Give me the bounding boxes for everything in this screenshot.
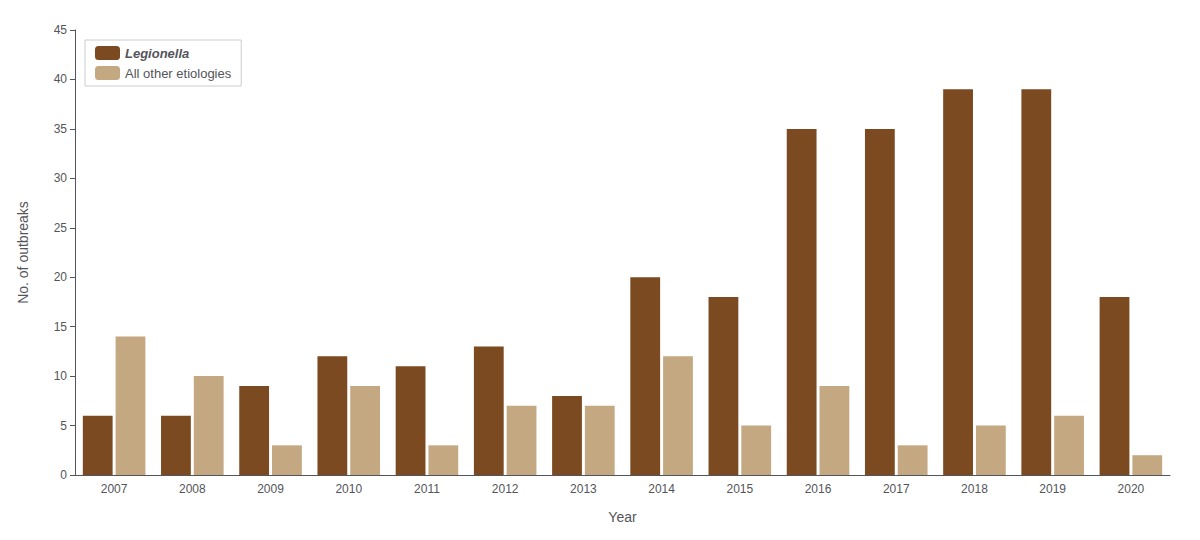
svg-text:2020: 2020 [1118, 482, 1145, 496]
svg-text:5: 5 [60, 419, 67, 433]
svg-text:All other etiologies: All other etiologies [125, 66, 232, 81]
svg-text:2010: 2010 [335, 482, 362, 496]
svg-text:2016: 2016 [805, 482, 832, 496]
svg-text:2011: 2011 [414, 482, 440, 496]
svg-text:2007: 2007 [101, 482, 128, 496]
svg-text:2013: 2013 [570, 482, 597, 496]
svg-text:No. of outbreaks: No. of outbreaks [15, 201, 31, 304]
svg-text:20: 20 [54, 270, 68, 284]
svg-text:35: 35 [54, 122, 68, 136]
svg-text:10: 10 [54, 369, 68, 383]
svg-text:40: 40 [54, 72, 68, 86]
svg-text:2012: 2012 [492, 482, 519, 496]
svg-text:25: 25 [54, 221, 68, 235]
svg-text:2008: 2008 [179, 482, 206, 496]
svg-text:45: 45 [54, 23, 68, 37]
svg-text:2015: 2015 [726, 482, 753, 496]
svg-text:0: 0 [60, 468, 67, 482]
svg-text:2014: 2014 [648, 482, 675, 496]
svg-text:Legionella: Legionella [125, 46, 189, 61]
svg-text:15: 15 [54, 320, 68, 334]
svg-text:Year: Year [608, 509, 637, 525]
svg-text:2017: 2017 [883, 482, 910, 496]
svg-text:2019: 2019 [1039, 482, 1066, 496]
svg-text:30: 30 [54, 171, 68, 185]
svg-text:2018: 2018 [961, 482, 988, 496]
svg-text:2009: 2009 [257, 482, 284, 496]
